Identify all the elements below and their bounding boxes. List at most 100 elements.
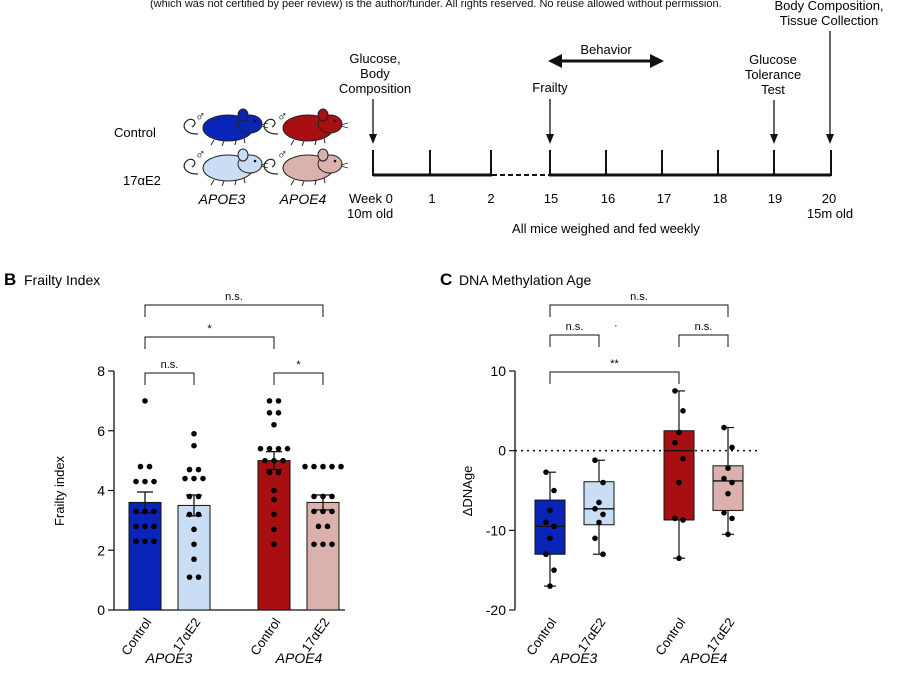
data-point — [329, 541, 335, 548]
significance-label: ** — [610, 358, 619, 370]
week-label-0: Week 0 — [349, 191, 393, 206]
panel-b: B Frailty Index Frailty index 0 2 4 6 8 n.s.… — [4, 270, 345, 666]
data-point — [195, 493, 202, 500]
data-point — [596, 499, 602, 506]
bar — [257, 460, 291, 611]
data-point — [729, 444, 735, 451]
data-point — [302, 463, 308, 470]
start-age-label: 10m old — [347, 206, 393, 221]
male-symbol-2: ♂ — [277, 108, 288, 124]
data-point — [271, 421, 277, 428]
data-point — [600, 479, 606, 486]
data-point — [186, 511, 193, 518]
data-point — [729, 479, 735, 486]
data-point — [266, 410, 273, 416]
significance-bracket — [549, 371, 680, 384]
data-point — [191, 475, 197, 482]
y-tick-label: 0 — [498, 443, 506, 459]
data-point — [725, 531, 731, 538]
male-symbol-3: ♂ — [195, 146, 206, 162]
data-point — [191, 442, 197, 449]
panel-c-group-apoe3: APOE3 — [550, 650, 598, 666]
data-point — [600, 511, 606, 518]
data-point — [592, 535, 598, 542]
x-category-label: 17αE2 — [574, 615, 608, 655]
data-point — [320, 541, 326, 548]
data-point — [195, 574, 202, 580]
significance-bracket — [144, 336, 275, 349]
data-point — [543, 519, 549, 526]
event-behavior: Behavior — [548, 42, 664, 68]
week-label-19: 19 — [768, 191, 782, 206]
panel-c-axes: -20 -10 0 10 — [486, 363, 516, 618]
male-symbol-1: ♂ — [195, 108, 206, 124]
panel-c-significance: n.s. n.s. n.s. ** — [549, 291, 729, 384]
data-point — [596, 519, 602, 526]
y-tick-label: 0 — [97, 602, 105, 618]
data-point — [676, 479, 682, 486]
data-point — [151, 538, 157, 545]
timeline: Week 0 1 2 15 16 17 18 19 20 10m old 15m… — [339, 0, 884, 236]
data-point — [280, 457, 286, 464]
data-point — [191, 526, 197, 533]
panel-b-group-apoe3: APOE3 — [145, 650, 193, 666]
data-point — [133, 538, 139, 545]
data-point — [725, 490, 731, 497]
data-point — [275, 445, 282, 452]
event-week0-line2: Body — [360, 66, 390, 81]
panel-b-letter: B — [4, 270, 16, 289]
x-category-label: 17αE2 — [703, 615, 737, 655]
data-point — [262, 457, 268, 464]
data-point — [721, 475, 727, 482]
data-point — [320, 493, 326, 500]
significance-label: n.s. — [695, 321, 713, 333]
data-point — [315, 523, 322, 530]
event-week0-line1: Glucose, — [349, 51, 400, 66]
data-point — [600, 551, 606, 558]
data-point — [275, 469, 282, 476]
event-gtt: Glucose Tolerance Test — [745, 52, 801, 144]
bar — [306, 501, 340, 611]
data-point — [329, 463, 335, 470]
panel-c-boxes — [515, 390, 760, 587]
y-tick-label: -10 — [486, 522, 506, 538]
data-point — [195, 511, 202, 518]
week-label-1: 1 — [428, 191, 435, 206]
y-tick-label: 4 — [97, 483, 105, 499]
data-point — [146, 463, 153, 470]
significance-bracket — [678, 334, 729, 347]
event-gtt-line3: Test — [761, 82, 785, 97]
data-point — [680, 455, 686, 462]
week-label-18: 18 — [713, 191, 727, 206]
event-week0-line3: Composition — [339, 81, 411, 96]
data-point — [680, 408, 686, 414]
data-point — [324, 523, 331, 530]
event-gtt-line2: Tolerance — [745, 67, 801, 82]
data-point — [133, 508, 139, 515]
data-point — [543, 469, 549, 475]
week-label-17: 17 — [657, 191, 671, 206]
data-point — [725, 465, 731, 471]
panel-c: C DNA Methylation Age ΔDNAge -20 -10 0 10 n… — [440, 270, 760, 666]
data-point — [271, 526, 277, 533]
event-week20: Body Composition, Tissue Collection — [774, 0, 884, 144]
data-point — [257, 445, 264, 452]
week-label-20: 20 — [822, 191, 836, 206]
y-tick-label: 2 — [97, 542, 105, 558]
data-point — [271, 487, 277, 494]
significance-label: * — [296, 359, 301, 371]
y-tick-label: 10 — [490, 363, 506, 379]
panel-b-significance: n.s. * n.s. * — [144, 291, 324, 385]
data-point — [275, 410, 282, 416]
data-point — [142, 538, 148, 545]
end-age-label: 15m old — [807, 206, 853, 221]
data-point — [543, 551, 549, 558]
data-point — [721, 510, 727, 516]
data-point — [547, 507, 553, 514]
data-point — [182, 475, 188, 482]
significance-bracket — [144, 304, 324, 317]
data-point — [680, 517, 686, 523]
data-point — [311, 493, 317, 500]
header-note: (which was not certified by peer review)… — [150, 0, 722, 10]
data-point — [271, 496, 277, 503]
